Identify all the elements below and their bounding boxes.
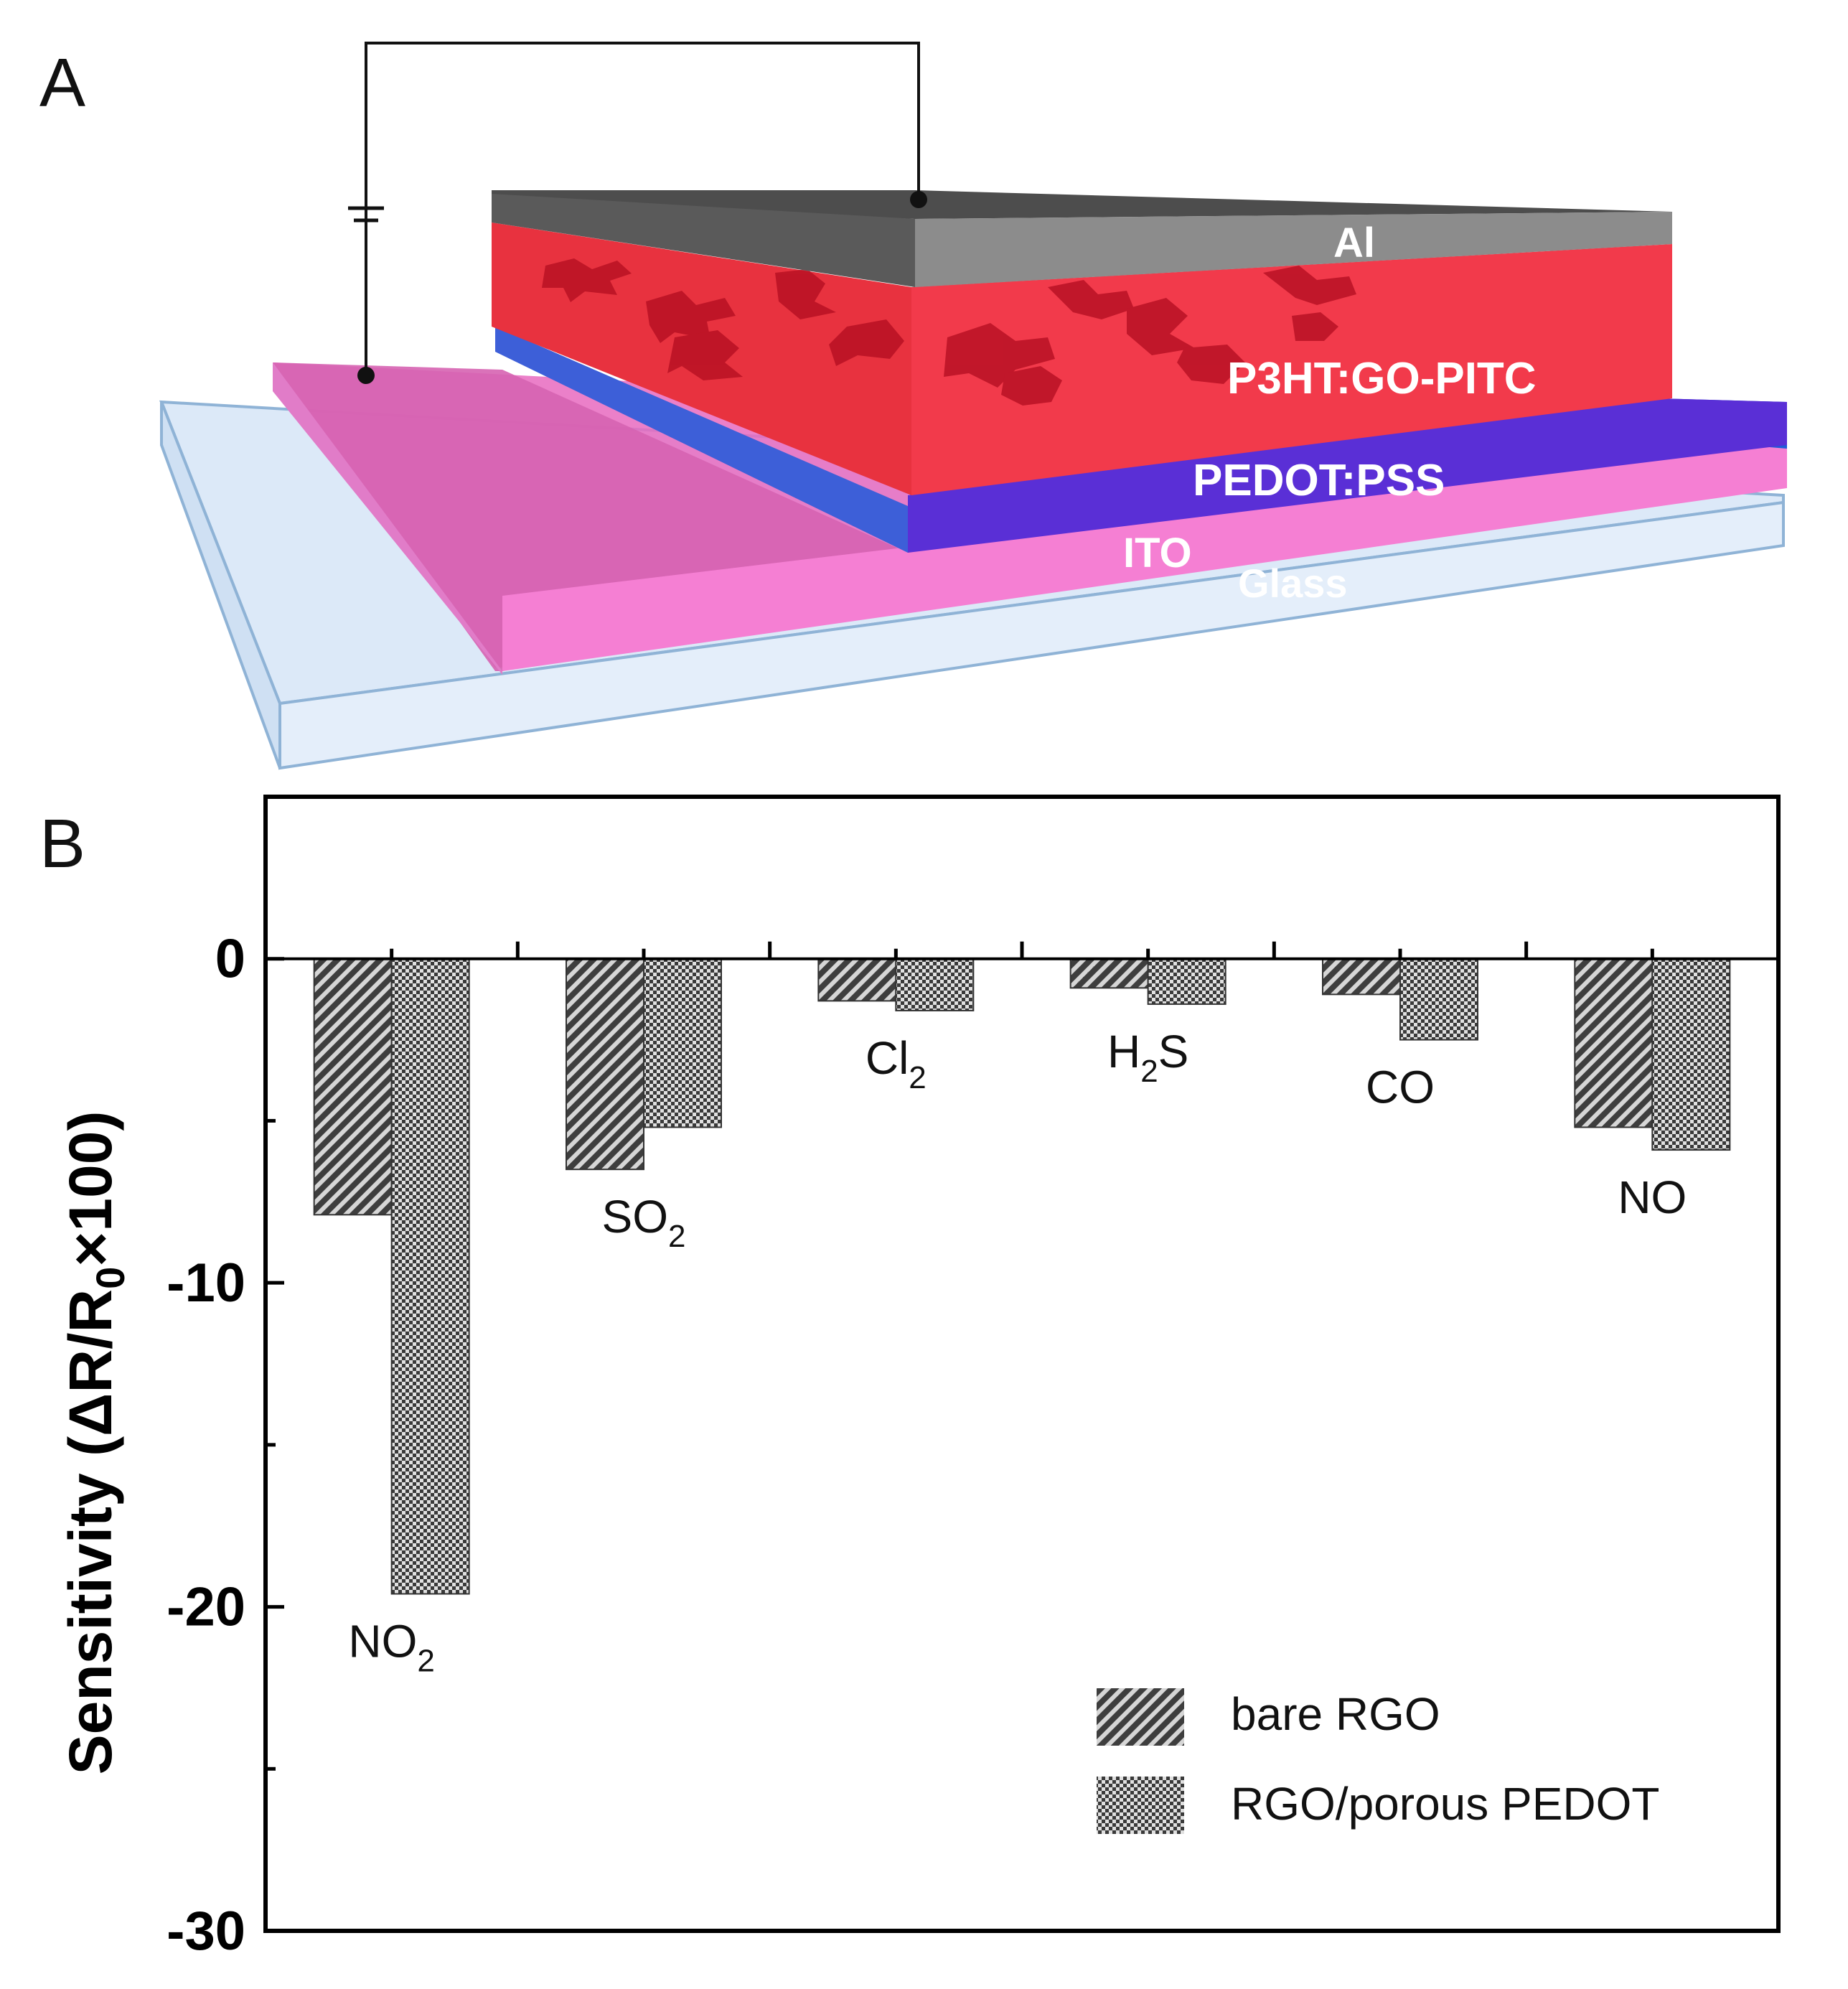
external-circuit: [348, 42, 920, 373]
go-flake: [667, 330, 743, 380]
y-tick-label: -10: [166, 1253, 245, 1314]
go-flake: [1177, 345, 1245, 384]
bar-bare-rgo: [566, 958, 644, 1171]
category-label: CO: [1366, 1062, 1435, 1113]
contact-dot-ito: [357, 367, 375, 384]
bar-rgo-pedot: [1651, 958, 1731, 1151]
active-layer: [492, 223, 1672, 495]
category-label: NO: [1618, 1171, 1687, 1223]
panel-a-label: A: [39, 45, 85, 121]
layer-label-ito: ITO: [1123, 530, 1192, 576]
legend-label-rgo-pedot: RGO/porous PEDOT: [1231, 1778, 1660, 1830]
legend-swatch-bare-rgo: [1097, 1688, 1184, 1746]
go-flakes: [542, 258, 1356, 406]
y-tick-labels: 0 -10 -20 -30: [166, 929, 245, 1962]
category-label-base: CO: [1366, 1062, 1435, 1113]
y-axis-title-main: Sensitivity (ΔR/R: [57, 1289, 124, 1775]
category-label-base: SO: [602, 1191, 668, 1242]
bar-rgo-pedot: [1147, 958, 1226, 1005]
legend-label-bare-rgo: bare RGO: [1231, 1688, 1440, 1740]
category-label-subscript: 2: [1140, 1054, 1158, 1089]
bars: [313, 958, 1731, 1595]
category-label-base: Cl: [866, 1032, 909, 1084]
glass-front-face: [278, 500, 1785, 770]
category-label-base: NO: [348, 1616, 417, 1667]
category-label-tail: S: [1158, 1026, 1189, 1077]
layer-label-pedot: PEDOT:PSS: [1193, 456, 1445, 505]
category-label: SO2: [602, 1191, 686, 1254]
pedot-front-face: [908, 398, 1787, 553]
plot-frame: [263, 795, 1781, 1933]
category-label: NO2: [348, 1616, 434, 1679]
legend: bare RGO RGO/porous PEDOT: [1097, 1688, 1660, 1834]
bar-rgo-pedot: [643, 958, 722, 1128]
al-front-face: [915, 212, 1672, 287]
go-flake: [646, 291, 736, 343]
y-axis-title-tail: ×100): [57, 1111, 124, 1267]
y-tick-label: -20: [166, 1577, 245, 1638]
y-tick-label: -30: [166, 1901, 245, 1962]
y-tick-label: 0: [215, 929, 245, 990]
pedot-pss-layer: [495, 327, 1787, 553]
go-flake: [1048, 280, 1134, 319]
panel-b-label: B: [39, 805, 85, 882]
go-flake: [1127, 298, 1195, 355]
layer-label-al: Al: [1333, 220, 1375, 266]
layer-label-glass: Glass: [1238, 561, 1348, 606]
bar-bare-rgo: [817, 958, 897, 1002]
go-flake: [1001, 366, 1062, 406]
category-label-base: NO: [1618, 1171, 1687, 1223]
go-flake: [542, 258, 632, 302]
panel-b: B Sensitivity (ΔR/R0×100) NO2SO2Cl2H2SCO…: [39, 795, 1781, 1962]
al-left-face: [492, 194, 915, 287]
bar-rgo-pedot: [1399, 958, 1478, 1041]
layer-label-active: P3HT:GO-PITC: [1227, 354, 1537, 403]
go-flake: [829, 319, 904, 366]
category-label: H2S: [1107, 1026, 1188, 1089]
go-flake: [1292, 312, 1338, 341]
y-axis-title: Sensitivity (ΔR/R0×100): [57, 1111, 133, 1775]
contact-dot-al: [910, 191, 927, 208]
al-electrode: [492, 190, 1672, 287]
category-label: Cl2: [866, 1032, 927, 1095]
go-flake: [944, 323, 1055, 388]
go-flake: [1263, 266, 1356, 305]
category-label-base: H: [1107, 1026, 1140, 1077]
bar-bare-rgo: [1574, 958, 1654, 1128]
panel-a: A: [39, 42, 1787, 770]
bar-bare-rgo: [1322, 958, 1401, 996]
legend-swatch-rgo-pedot: [1097, 1777, 1184, 1834]
category-label-subscript: 2: [417, 1644, 434, 1679]
ito-front-face: [502, 441, 1787, 671]
bar-rgo-pedot: [390, 958, 470, 1595]
category-label-subscript: 2: [909, 1060, 926, 1095]
bar-rgo-pedot: [895, 958, 975, 1011]
y-axis-title-subscript: 0: [88, 1267, 133, 1289]
ito-left-face: [273, 362, 502, 675]
pedot-left-face: [495, 327, 908, 553]
bar-bare-rgo: [1069, 958, 1149, 989]
bar-bare-rgo: [313, 958, 393, 1216]
category-label-subscript: 2: [668, 1219, 685, 1254]
go-flake: [775, 269, 836, 319]
